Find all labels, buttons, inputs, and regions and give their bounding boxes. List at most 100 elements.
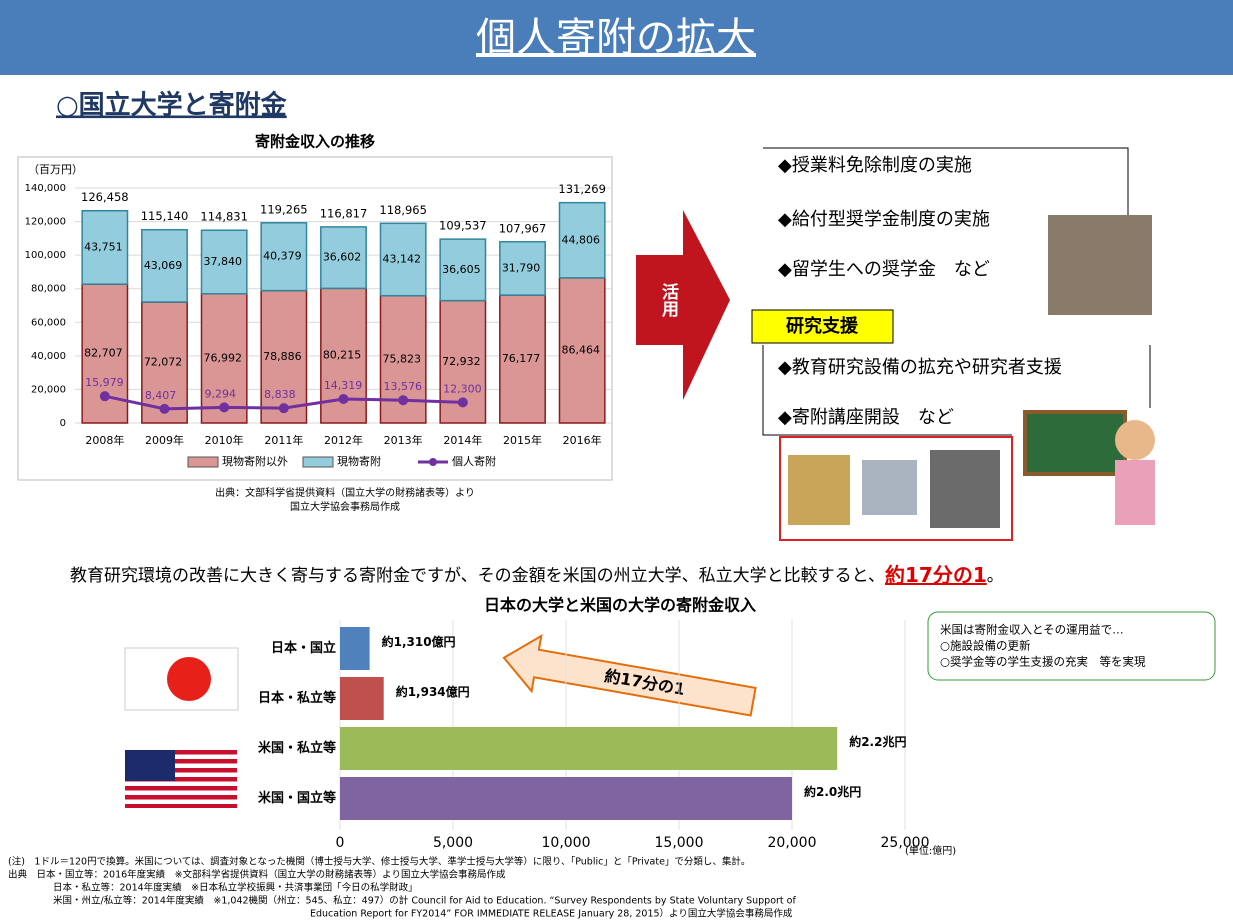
research-item: ◆教育研究設備の拡充や研究者支援 [778,357,1062,378]
total-label: 119,265 [260,202,308,216]
icon [788,455,850,525]
data-label: 76,177 [502,352,541,365]
legend-swatch [187,456,219,468]
note-line: ○奨学金等の学生支援の充実 等を実現 [940,655,1146,669]
y-tick-label: 20,000 [31,384,66,395]
statement-end: 。 [987,566,1004,586]
line-label: 9,294 [204,387,236,400]
data-label: 43,069 [144,259,183,272]
y-tick-label: 0 [60,418,66,429]
icon-frame [779,436,1013,541]
footnote: 日本・私立等：2014年度実績 ※日本私立学校振興・共済事業団「今日の私学財政」 [53,882,418,894]
line-marker [219,402,230,413]
total-label: 131,269 [558,182,606,196]
x-tick-label: 2012年 [324,433,363,447]
x-tick-label: 2009年 [145,433,184,447]
flag-us [125,750,237,808]
usage-item: ◆給付型奨学金制度の実施 [778,209,990,230]
y-tick-label: 40,000 [31,351,66,362]
data-label: 44,806 [561,233,600,246]
teacher [1115,460,1155,525]
statement-text: 教育研究環境の改善に大きく寄与する寄附金ですが、その金額を米国の州立大学、私立大… [70,566,885,586]
chart-title: 寄附金収入の推移 [255,133,375,151]
y-tick-label: 80,000 [31,284,66,295]
line-label: 8,838 [264,388,296,401]
icon [862,460,917,515]
bar-segment [439,238,487,302]
data-label: 80,215 [323,349,362,362]
legend-swatch [429,458,437,466]
x-tick-label: 2014年 [443,433,482,447]
bar-segment [260,222,308,292]
line-label: 14,319 [324,379,363,392]
y-tick-label: 米国・国立等 [258,790,336,806]
blackboard [1023,410,1127,476]
x-tick-label: 5,000 [433,835,473,851]
data-label: 86,464 [561,343,600,356]
bar-segment [320,226,367,290]
footnote: 米国・州立/私立等：2014年度実績 ※1,042機関（州立：545、私立：49… [53,895,796,907]
data-label: 31,790 [502,261,541,274]
footnote: 出典 日本・国立等：2016年度実績 ※文部科学省提供資料（国立大学の財務諸表等… [8,869,506,881]
bar-segment [260,289,308,424]
total-label: 116,817 [320,206,368,220]
bar [340,777,792,820]
research-tag: 研究支援 [786,315,859,337]
y-unit: （百万円） [28,163,83,176]
bar-segment [558,277,606,424]
teacher [1115,420,1155,460]
source: 出典：文部科学省提供資料（国立大学の財務諸表等）より [215,486,475,499]
x-tick-label: 2016年 [563,433,602,447]
line-label: 8,407 [145,389,177,402]
header-bar [0,0,1233,75]
data-label: 36,602 [323,251,362,264]
data-label: 約1,934億円 [396,684,470,699]
footnote: Education Report for FY2014” FOR IMMEDIA… [310,908,793,920]
total-label: 126,458 [81,190,129,204]
note-box [927,611,1216,681]
bar-segment [200,229,248,295]
usage-item: ◆留学生への奨学金 など [778,259,990,280]
line-marker [457,397,468,408]
x-tick-label: 2008年 [85,433,124,447]
y-tick-label: 60,000 [31,317,66,328]
chart-frame [17,156,613,481]
statement: 教育研究環境の改善に大きく寄与する寄附金ですが、その金額を米国の州立大学、私立大… [70,563,1004,587]
legend-swatch [302,456,334,468]
x-tick-label: 15,000 [655,835,704,851]
x-tick-label: 0 [336,835,345,851]
data-label: 約1,310億円 [382,634,456,649]
data-label: 36,605 [442,263,481,276]
data-label: 約2.2兆円 [849,734,906,749]
data-label: 72,072 [144,356,183,369]
footnote: (注) 1ドル＝120円で換算。米国については、調査対象となった機関（博士授与大… [8,856,750,868]
bar-segment [141,301,188,424]
note-line: ○施設設備の更新 [940,639,1031,653]
y-tick-label: 120,000 [25,217,66,228]
data-label: 82,707 [84,347,123,360]
line-marker [278,403,289,414]
comparison-arrow: 約17分の1 [502,633,757,717]
data-label: 約2.0兆円 [804,784,861,799]
bar-segment [499,294,546,424]
arrow-label: 活用 [658,282,679,318]
usage-item: ◆授業料免除制度の実施 [778,155,972,176]
total-label: 109,537 [439,219,487,233]
note-line: 米国は寄附金収入とその運用益で… [940,623,1124,637]
research-item: ◆寄附講座開設 など [778,407,954,428]
bar-segment [558,201,606,279]
bar-segment [499,241,546,296]
line-label: 12,300 [443,382,482,395]
line-marker [338,393,349,404]
y-tick-label: 140,000 [25,183,66,194]
x-tick-label: 10,000 [542,835,591,851]
statement-highlight: 約17分の1 [885,563,987,587]
y-tick-label: 米国・私立等 [258,740,336,756]
icon [930,450,1000,528]
bar [340,677,384,720]
source: 国立大学協会事務局作成 [290,500,400,513]
total-label: 115,140 [141,209,189,223]
x-tick-label: 2010年 [205,433,244,447]
line-marker [99,391,110,402]
bar-segment [379,222,427,297]
